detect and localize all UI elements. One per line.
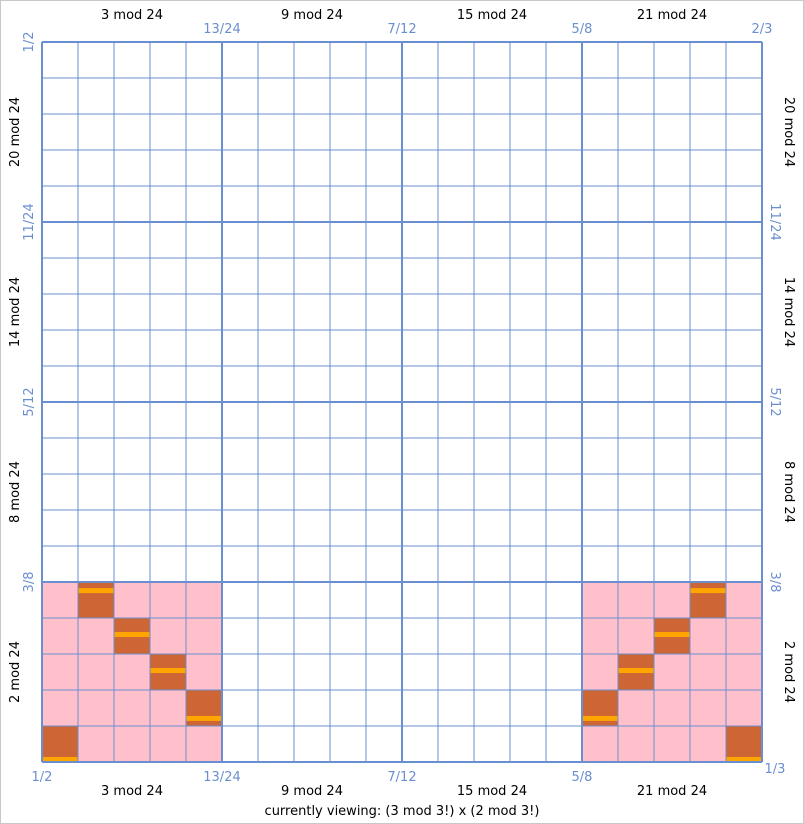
right-tick-3: 3/8 [767,572,782,593]
bottom-label-3: 15 mod 24 [457,784,527,799]
left-tick-3: 5/12 [22,387,37,416]
marked-cell-bar-8 [618,668,654,674]
bottom-label-2: 9 mod 24 [281,784,343,799]
bottom-tick-2: 13/24 [203,770,240,785]
left-label-2: 14 mod 24 [8,277,23,347]
top-tick-3: 5/8 [572,22,593,37]
right-tick-1: 11/24 [767,203,782,240]
marked-cell-bar-2 [114,632,150,638]
marked-cell-bar-5 [42,756,78,762]
marked-cell-bar-9 [582,715,618,721]
left-tick-2: 11/24 [22,203,37,240]
marked-cell-bar-4 [186,715,222,721]
top-label-1: 3 mod 24 [101,8,163,23]
right-label-1: 20 mod 24 [781,97,796,167]
grid-lines [41,41,763,763]
top-tick-2: 7/12 [387,22,416,37]
bottom-label-4: 21 mod 24 [637,784,707,799]
marked-cell-5 [42,726,78,762]
marked-cell-1 [78,582,114,618]
viewing-caption: currently viewing: (3 mod 3!) x (2 mod 3… [264,804,540,819]
top-label-2: 9 mod 24 [281,8,343,23]
right-label-4: 2 mod 24 [781,641,796,703]
top-label-4: 21 mod 24 [637,8,707,23]
marked-cell-bar-10 [726,756,762,762]
left-label-4: 2 mod 24 [8,641,23,703]
left-tick-1: 1/2 [22,32,37,53]
marked-cell-10 [726,726,762,762]
marked-cell-bar-6 [690,588,726,594]
bottom-tick-4: 5/8 [572,770,593,785]
marked-cell-bar-3 [150,668,186,674]
top-label-3: 15 mod 24 [457,8,527,23]
cell-layer [42,582,762,762]
bottom-tick-1: 1/2 [32,770,53,785]
left-tick-4: 3/8 [22,572,37,593]
right-label-2: 14 mod 24 [781,277,796,347]
top-tick-4: 2/3 [752,22,773,37]
marked-cell-bar-7 [654,632,690,638]
bottom-label-1: 3 mod 24 [101,784,163,799]
right-tick-2: 5/12 [767,387,782,416]
left-label-3: 8 mod 24 [8,461,23,523]
bottom-tick-3: 7/12 [387,770,416,785]
right-label-3: 8 mod 24 [781,461,796,523]
bottom-tick-5: 1/3 [765,762,786,777]
top-tick-1: 13/24 [203,22,240,37]
marked-cell-bar-1 [78,588,114,594]
left-label-1: 20 mod 24 [8,97,23,167]
marked-cell-6 [690,582,726,618]
